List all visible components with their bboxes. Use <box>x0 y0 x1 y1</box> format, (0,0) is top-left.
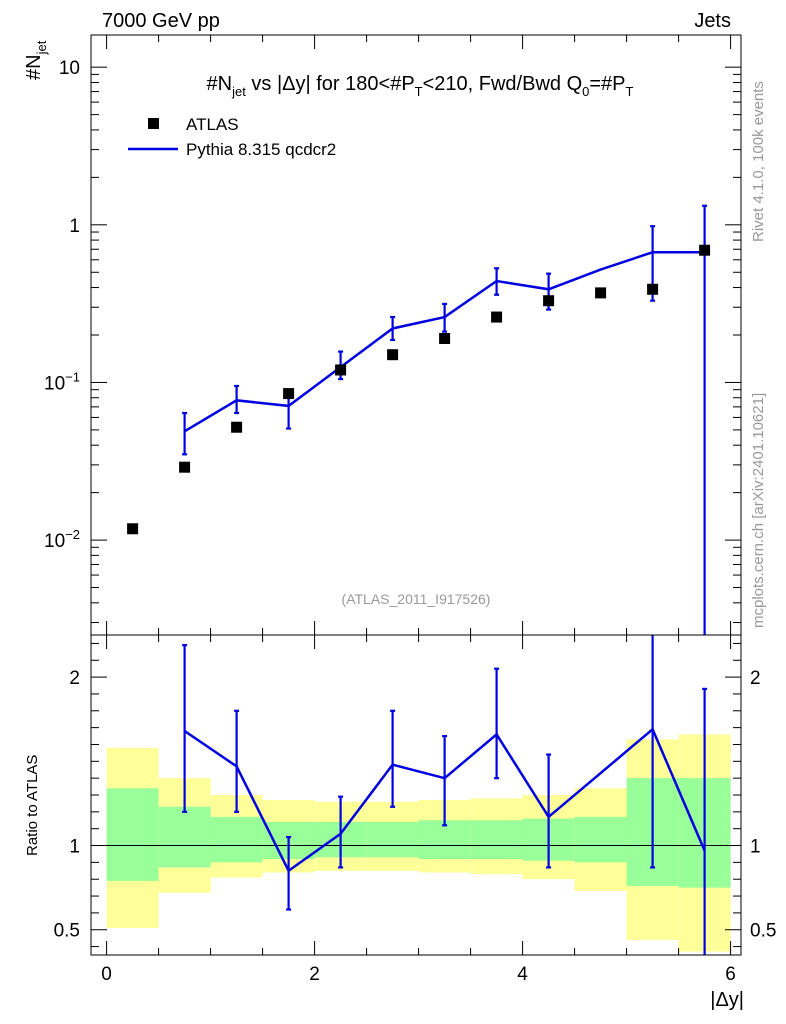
main-y-tick-labels: 10 1 10−1 10−2 <box>44 58 80 552</box>
ratio-series-group <box>182 635 708 955</box>
atlas-data-point <box>387 349 399 361</box>
atlas-data-point <box>179 461 191 473</box>
ratio-y-tick-label-left: 1 <box>69 837 80 858</box>
ratio-series-line <box>183 727 706 873</box>
atlas-data-point <box>543 295 555 307</box>
atlas-data-point <box>231 421 243 433</box>
ratio-y-tick-label-left: 0.5 <box>54 921 80 942</box>
atlas-data-point <box>647 283 659 295</box>
ratio-band-green <box>210 816 263 863</box>
atlas-data-point <box>491 311 503 323</box>
main-axis-ticks <box>91 35 741 635</box>
ratio-band-green <box>470 820 523 859</box>
atlas-data-point <box>127 523 139 535</box>
x-tick-label: 6 <box>725 964 736 985</box>
ratio-band-green <box>418 820 471 859</box>
main-y-tick-label: 10−1 <box>44 369 80 394</box>
ratio-band-green <box>158 806 211 868</box>
main-series-group <box>127 204 711 635</box>
ratio-y-tick-label-right: 2 <box>750 668 761 689</box>
side-label-mcplots: mcplots.cern.ch [arXiv:2401.10621] <box>750 393 767 628</box>
legend: ATLAS Pythia 8.315 qcdcr2 <box>128 115 336 159</box>
analysis-watermark: (ATLAS_2011_I917526) <box>342 591 491 607</box>
ratio-uncertainty-bands <box>91 734 741 952</box>
main-title: #Njet vs |Δy| for 180<#PT<210, Fwd/Bwd Q… <box>207 73 634 99</box>
x-tick-label: 4 <box>517 964 528 985</box>
side-label-rivet: Rivet 4.1.0, 100k events <box>750 81 767 242</box>
ratio-band-green <box>574 816 627 863</box>
legend-atlas-marker <box>148 118 159 129</box>
atlas-data-point <box>595 287 607 299</box>
main-y-axis-label: #Njet <box>23 40 49 80</box>
ratio-frame <box>90 634 742 956</box>
ratio-y-axis-label: Ratio to ATLAS <box>24 755 41 856</box>
main-y-tick-label: 10−2 <box>44 527 80 552</box>
ratio-axis-ticks <box>91 635 741 955</box>
header-left: 7000 GeV pp <box>102 10 220 32</box>
ratio-y-tick-label-left: 2 <box>69 668 80 689</box>
atlas-data-point <box>283 388 295 400</box>
atlas-data-point <box>699 244 711 256</box>
ratio-band-green <box>106 788 159 881</box>
legend-pythia-label: Pythia 8.315 qcdcr2 <box>186 140 336 159</box>
x-axis-label: |Δy| <box>710 989 744 1011</box>
x-tick-label: 2 <box>309 964 320 985</box>
atlas-data-point <box>335 364 347 376</box>
ratio-tick-labels: 0.5 0.5 1 1 2 2 0 2 4 6 <box>54 668 777 985</box>
main-y-tick-label: 1 <box>69 216 80 237</box>
header-right: Jets <box>694 10 731 32</box>
main-y-tick-label: 10 <box>59 58 80 79</box>
ratio-band-green <box>366 821 419 858</box>
x-tick-label: 0 <box>101 964 112 985</box>
ratio-y-tick-label-right: 1 <box>750 837 761 858</box>
atlas-data-point <box>439 333 451 345</box>
ratio-y-tick-label-right: 0.5 <box>750 921 776 942</box>
legend-atlas-label: ATLAS <box>186 115 239 134</box>
